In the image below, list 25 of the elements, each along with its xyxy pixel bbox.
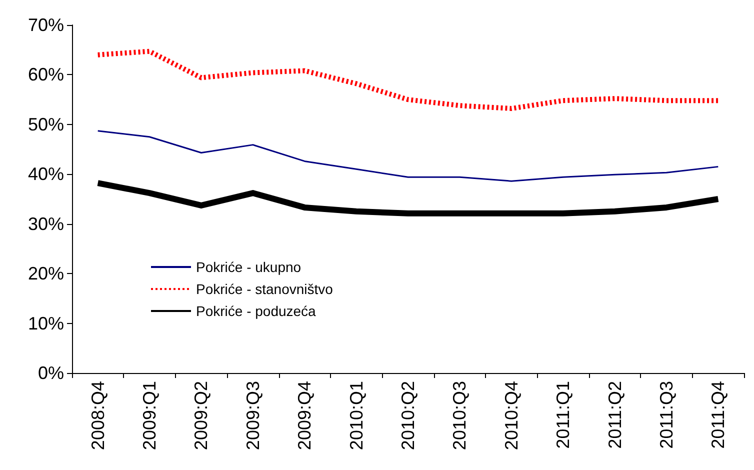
x-tick-label: 2009:Q3 [242, 381, 263, 450]
y-tick-label: 0% [38, 363, 64, 383]
x-tick-label: 2009:Q2 [191, 381, 212, 450]
x-tick-label: 2009:Q4 [294, 381, 315, 450]
legend-label: Pokriće - ukupno [196, 259, 302, 275]
y-tick-label: 10% [28, 313, 64, 334]
x-tick-label: 2009:Q1 [140, 381, 160, 450]
legend-label: Pokriće - stanovništvo [196, 281, 334, 297]
y-tick-label: 50% [28, 114, 64, 134]
x-tick-label: 2010:Q4 [501, 381, 522, 450]
x-tick-label: 2010:Q1 [346, 381, 366, 450]
x-tick-label: 2011:Q3 [656, 381, 676, 449]
y-tick-label: 60% [28, 64, 64, 85]
line-series [97, 130, 719, 182]
x-tick-label: 2011:Q2 [604, 381, 625, 449]
legend-label: Pokriće - poduzeća [196, 303, 316, 319]
y-tick-label: 20% [28, 264, 64, 284]
y-tick-label: 30% [28, 214, 64, 234]
x-tick-label: 2010:Q2 [398, 381, 418, 450]
x-tick-label: 2011:Q4 [708, 381, 728, 449]
y-tick-label: 40% [28, 164, 64, 184]
x-tick-label: 2008:Q4 [88, 381, 108, 450]
x-tick-label: 2011:Q1 [553, 381, 574, 449]
y-tick-label: 70% [28, 15, 64, 35]
x-tick-label: 2010:Q3 [450, 381, 470, 450]
